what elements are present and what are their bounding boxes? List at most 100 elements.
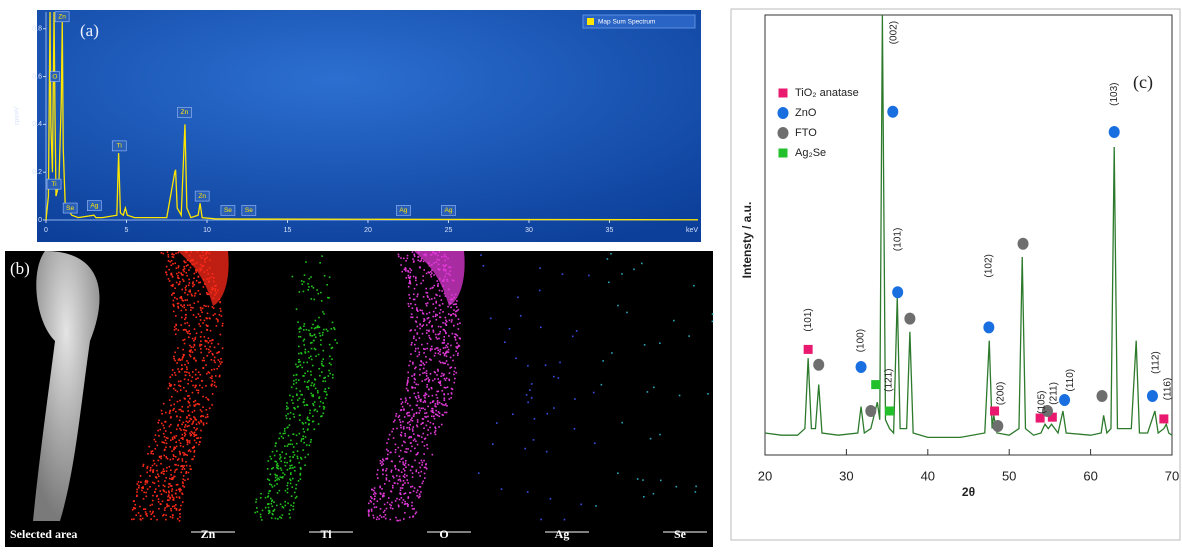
- map-pixel: [412, 361, 414, 364]
- map-pixel: [394, 419, 396, 422]
- map-pixel: [310, 374, 312, 376]
- legend-label: Ag₂Se: [795, 147, 826, 159]
- map-pixel: [331, 376, 334, 379]
- map-pixel: [293, 416, 295, 418]
- map-pixel: [450, 366, 453, 369]
- map-pixel: [436, 390, 438, 393]
- map-pixel: [193, 449, 196, 452]
- map-pixel: [148, 475, 151, 477]
- map-pixel: [279, 476, 282, 478]
- map-pixel: [411, 472, 414, 475]
- map-pixel: [193, 439, 196, 442]
- map-pixel: [446, 351, 448, 354]
- peak-label-box: [86, 200, 102, 211]
- map-pixel: [402, 483, 405, 486]
- map-pixel: [176, 298, 178, 300]
- map-pixel: [187, 395, 189, 397]
- map-pixel: [418, 396, 420, 399]
- map-pixel: [173, 475, 175, 478]
- map-pixel: [308, 277, 311, 280]
- map-pixel: [458, 345, 461, 347]
- map-pixel: [409, 282, 412, 285]
- map-pixel: [322, 349, 325, 352]
- map-pixel: [195, 271, 198, 273]
- map-pixel: [427, 380, 430, 383]
- map-pixel: [179, 281, 181, 283]
- map-pixel: [292, 508, 295, 511]
- map-pixel: [295, 487, 297, 490]
- map-pixel: [410, 313, 413, 315]
- map-pixel: [299, 478, 302, 480]
- map-pixel: [411, 466, 414, 468]
- map-pixel: [206, 328, 208, 331]
- map-pixel: [322, 412, 325, 415]
- map-pixel: [405, 466, 407, 469]
- map-pixel: [404, 450, 406, 453]
- map-pixel: [175, 489, 178, 492]
- map-pixel: [197, 389, 200, 392]
- map-pixel: [373, 491, 376, 494]
- map-pixel: [302, 437, 305, 440]
- y-tick-label: 0.2: [32, 169, 42, 176]
- map-pixel: [186, 360, 188, 362]
- map-pixel: [422, 418, 425, 420]
- map-pixel: [171, 488, 174, 490]
- map-pixel: [443, 397, 446, 399]
- map-pixel: [448, 378, 450, 381]
- map-pixel: [527, 401, 529, 404]
- map-pixel: [166, 251, 169, 253]
- map-pixel: [419, 399, 421, 401]
- map-pixel: [188, 420, 191, 422]
- map-pixel: [390, 460, 393, 463]
- map-pixel: [308, 329, 310, 332]
- map-pixel: [153, 515, 156, 518]
- map-pixel: [441, 290, 443, 292]
- map-pixel: [299, 472, 302, 475]
- map-pixel: [173, 326, 176, 328]
- map-pixel: [414, 303, 417, 306]
- map-pixel: [386, 457, 389, 460]
- map-pixel: [411, 476, 414, 478]
- map-pixel: [172, 448, 175, 451]
- x-tick-label: 5: [125, 227, 129, 234]
- map-pixel: [274, 476, 277, 479]
- map-pixel: [147, 452, 149, 455]
- map-pixel: [322, 358, 325, 360]
- map-pixel: [286, 491, 289, 494]
- map-pixel: [206, 293, 209, 296]
- map-pixel: [182, 269, 184, 271]
- map-pixel: [452, 303, 455, 306]
- map-pixel: [447, 313, 450, 315]
- map-pixel: [206, 325, 209, 328]
- map-pixel: [289, 473, 292, 475]
- map-pixel: [385, 448, 388, 451]
- map-pixel: [187, 400, 190, 403]
- legend-label: Map Sum Spectrum: [598, 19, 655, 26]
- map-pixel: [392, 475, 394, 478]
- map-pixel: [205, 348, 208, 350]
- map-pixel: [271, 467, 273, 470]
- map-pixel: [300, 280, 303, 282]
- map-pixel: [428, 329, 430, 332]
- map-pixel: [174, 447, 177, 449]
- map-pixel: [133, 507, 136, 510]
- map-pixel: [259, 516, 262, 518]
- map-pixel: [188, 330, 190, 332]
- map-pixel: [200, 410, 203, 413]
- phase-marker: [1059, 394, 1071, 406]
- map-pixel: [418, 353, 420, 356]
- map-pixel: [415, 383, 417, 386]
- map-pixel: [428, 330, 430, 333]
- map-pixel: [165, 271, 168, 274]
- map-pixel: [184, 374, 187, 377]
- map-pixel: [411, 408, 414, 411]
- map-pixel: [417, 391, 419, 394]
- map-pixel: [302, 375, 304, 377]
- map-pixel: [139, 518, 142, 520]
- map-pixel: [441, 372, 443, 375]
- map-pixel: [595, 505, 597, 507]
- map-pixel: [289, 411, 292, 414]
- map-pixel: [281, 514, 284, 516]
- peak-label: Ti: [51, 181, 56, 188]
- map-pixel: [197, 289, 200, 292]
